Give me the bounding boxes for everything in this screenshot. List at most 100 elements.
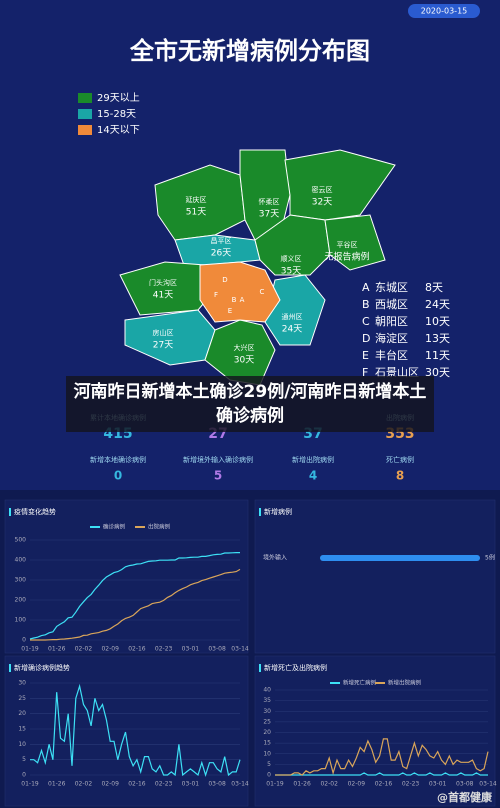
district-days: 27天 — [153, 341, 173, 351]
center-name: 朝阳区 — [375, 315, 408, 328]
legend-label: 14天以下 — [97, 125, 140, 136]
x-tick-label: 02-02 — [75, 781, 93, 788]
title: 全市无新增病例分布图 — [129, 37, 370, 65]
panel — [4, 499, 249, 654]
district-name: 平谷区 — [337, 240, 358, 249]
stat-value: 5 — [214, 469, 222, 483]
district — [254, 214, 331, 276]
center-mark: D — [222, 276, 227, 284]
line — [275, 772, 488, 776]
x-tick-label: 02-16 — [128, 646, 146, 653]
date: 2020-03-15 — [421, 7, 468, 16]
legend-swatch — [78, 125, 92, 135]
district-name: 房山区 — [153, 328, 174, 337]
y-tick-label: 0 — [22, 637, 26, 644]
center-mark: F — [214, 291, 218, 299]
legend-label: 新增出院病例 — [388, 679, 422, 687]
x-tick-label: 01-26 — [48, 781, 66, 788]
x-tick-label: 03-01 — [429, 781, 447, 788]
y-tick-label: 25 — [263, 718, 271, 725]
district-days: 51天 — [186, 208, 206, 218]
panel — [254, 499, 496, 654]
district-days: 26天 — [211, 249, 231, 259]
value-label: 5例 — [485, 554, 495, 562]
map — [119, 149, 396, 386]
y-tick-label: 35 — [263, 697, 271, 704]
line — [30, 683, 241, 778]
y-tick-label: 300 — [15, 577, 27, 584]
district-days: 24天 — [282, 325, 302, 335]
center-mark: A — [240, 296, 245, 304]
x-tick-label: 02-23 — [155, 646, 173, 653]
y-tick-label: 10 — [18, 741, 26, 748]
x-tick-label: 01-26 — [293, 781, 311, 788]
panel-title: 新增死亡及出院病例 — [264, 663, 327, 672]
panel-marker — [9, 508, 11, 516]
stat-label: 死亡病例 — [386, 455, 414, 464]
district-name: 通州区 — [282, 312, 303, 321]
y-tick-label: 200 — [15, 597, 27, 604]
panel-title: 新增病例 — [264, 507, 292, 516]
district — [199, 261, 281, 323]
y-tick-label: 30 — [18, 680, 26, 687]
center-name: 东城区 — [375, 281, 408, 294]
x-tick-label: 01-26 — [48, 646, 66, 653]
caption: 河南昨日新增本土确诊29例/河南昨日新增本土确诊病例 — [66, 376, 434, 432]
x-tick-label: 03-01 — [182, 646, 200, 653]
legend-swatch — [78, 93, 92, 103]
center-days: 24天 — [425, 298, 450, 311]
legend-label: 出院病例 — [148, 523, 171, 531]
center-name: 西城区 — [375, 298, 408, 311]
center-days: 10天 — [425, 315, 450, 328]
district-name: 大兴区 — [234, 343, 255, 352]
center-mark: B — [232, 296, 237, 304]
y-tick-label: 20 — [263, 729, 271, 736]
x-tick-label: 03-08 — [208, 646, 226, 653]
district-days: 37天 — [259, 210, 279, 220]
x-tick-label: 03-01 — [182, 781, 200, 788]
stat-label: 新增境外输入确诊病例 — [183, 455, 253, 464]
y-tick-label: 20 — [18, 710, 26, 717]
district-name: 密云区 — [312, 185, 333, 194]
district-name: 顺义区 — [281, 255, 302, 263]
bar — [320, 555, 480, 561]
stat-label: 新增出院病例 — [292, 455, 334, 464]
district — [324, 214, 386, 271]
center-days: 13天 — [425, 332, 450, 345]
district-days: 35天 — [281, 267, 301, 277]
y-tick-label: 100 — [15, 617, 27, 624]
district — [284, 149, 396, 221]
x-tick-label: 02-09 — [101, 646, 119, 653]
center-days: 30天 — [425, 366, 450, 379]
center-key: E — [362, 349, 369, 362]
district-name: 昌平区 — [211, 237, 232, 245]
x-tick-label: 03-14 — [231, 781, 249, 788]
center-mark: E — [228, 307, 232, 315]
bar-label: 境外输入 — [263, 554, 287, 562]
y-tick-label: 10 — [263, 750, 271, 757]
x-tick-label: 02-23 — [155, 781, 173, 788]
legend-label: 新增死亡病例 — [343, 679, 377, 687]
y-tick-label: 0 — [22, 772, 26, 779]
district-days: 32天 — [312, 198, 332, 208]
stat-value: 0 — [114, 469, 122, 483]
center-name: 海淀区 — [375, 331, 408, 345]
x-tick-label: 02-16 — [375, 781, 393, 788]
center-days: 8天 — [425, 281, 443, 294]
x-tick-label: 02-02 — [320, 781, 338, 788]
panel — [254, 655, 496, 807]
district — [204, 319, 276, 386]
center-name: 石景山区 — [375, 366, 419, 379]
x-tick-label: 02-02 — [75, 646, 93, 653]
x-tick-label: 01-19 — [21, 646, 39, 653]
y-tick-label: 500 — [15, 537, 27, 544]
x-tick-label: 02-09 — [101, 781, 119, 788]
x-tick-label: 03-14 — [479, 781, 497, 788]
x-tick-label: 03-08 — [208, 781, 226, 788]
district-days: 无报告病例 — [324, 251, 369, 263]
panel-marker — [259, 508, 261, 516]
watermark: @首都健康 — [437, 790, 493, 804]
x-tick-label: 02-09 — [348, 781, 366, 788]
y-tick-label: 15 — [263, 740, 271, 747]
legend-label: 确诊病例 — [103, 523, 126, 531]
